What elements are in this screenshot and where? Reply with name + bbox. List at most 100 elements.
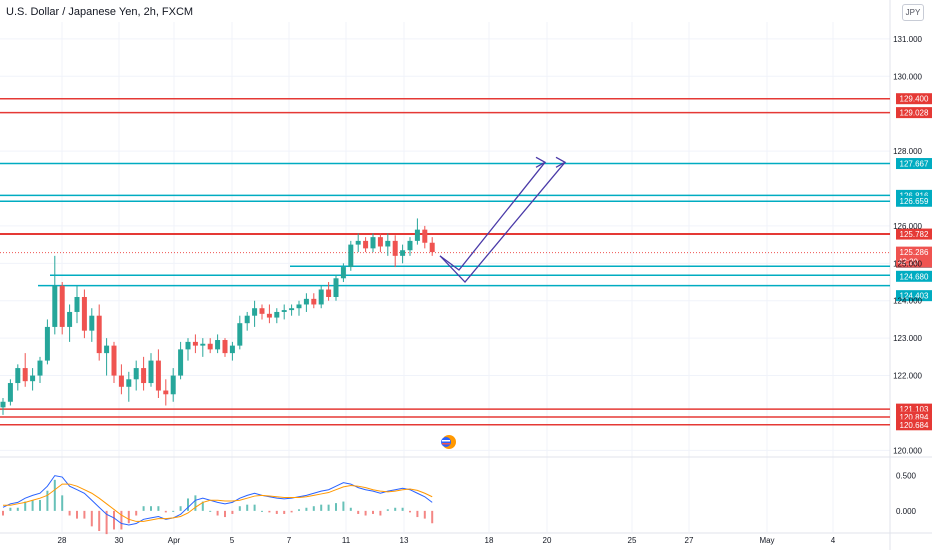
time-tick-label: 5	[230, 536, 235, 545]
candle-body	[370, 237, 376, 249]
candle-body	[363, 240, 369, 249]
candle-body	[96, 315, 102, 354]
price-tick-label: 125.000	[893, 259, 922, 268]
histogram-bar	[179, 506, 182, 511]
candle-body	[229, 345, 235, 354]
candle-body	[303, 298, 309, 305]
time-tick-label: 7	[287, 536, 292, 545]
histogram-bar	[150, 506, 152, 511]
price-tick-label: 120.000	[893, 446, 922, 455]
level-price-label-bg	[896, 419, 932, 431]
candle-body	[59, 285, 65, 327]
candle-body	[244, 315, 250, 324]
candle-body	[340, 267, 346, 279]
level-price-label: 124.680	[900, 272, 929, 281]
candle-body	[111, 345, 117, 376]
level-price-label: 121.103	[900, 405, 929, 414]
candle-body	[422, 229, 428, 243]
flag-icon-stripe	[442, 443, 450, 445]
candle-body	[259, 308, 265, 314]
candle-body	[170, 375, 176, 395]
candle-body	[200, 343, 206, 346]
candle-body	[348, 244, 354, 268]
candle-body	[74, 296, 80, 312]
level-price-label-bg	[896, 270, 932, 282]
time-tick-label: 30	[115, 536, 124, 545]
candle-body	[215, 340, 221, 350]
candle-body	[392, 240, 398, 256]
candle-body	[163, 390, 169, 395]
histogram-bar	[320, 504, 323, 511]
level-price-label: 124.403	[900, 292, 929, 301]
currency-button[interactable]: JPY	[902, 4, 924, 21]
histogram-bar	[327, 504, 330, 511]
histogram-bar	[416, 510, 419, 518]
level-price-label: 129.400	[900, 95, 929, 104]
level-price-label-bg	[896, 290, 932, 302]
candle-body	[118, 375, 124, 387]
candle-body	[274, 311, 280, 318]
candle-body	[192, 341, 198, 346]
histogram-bar	[209, 510, 212, 512]
level-price-label: 120.684	[900, 421, 929, 430]
current-price-label: 125.286	[900, 248, 929, 257]
histogram-bar	[401, 507, 404, 511]
price-tick-label: 128.000	[893, 147, 922, 156]
candle-body	[155, 360, 161, 391]
time-tick-label: 18	[485, 536, 494, 545]
candle-body	[44, 326, 50, 361]
flag-icon-stripe	[442, 440, 450, 442]
histogram-bar	[31, 500, 34, 511]
histogram-bar	[283, 510, 286, 514]
candle-body	[289, 308, 295, 311]
level-price-label-bg	[896, 93, 932, 105]
histogram-bar	[431, 510, 434, 524]
histogram-bar	[246, 504, 249, 511]
candle-body	[414, 229, 420, 241]
histogram-bar	[16, 507, 19, 511]
candle-body	[104, 345, 110, 354]
time-tick-label: 20	[543, 536, 552, 545]
candle-body	[81, 296, 87, 331]
time-axis[interactable]: 28 30 Apr 5 7 11 13 18 20 25 27 May 4	[58, 536, 836, 545]
time-tick-label: 4	[831, 536, 836, 545]
histogram-bar	[409, 510, 411, 513]
price-tick-label: 126.000	[893, 222, 922, 231]
histogram-bar	[305, 507, 308, 511]
price-axis[interactable]: 131.000 130.000 128.000 126.000 125.000 124.0…	[893, 35, 922, 516]
histogram-bar	[290, 510, 293, 513]
histogram-bar	[68, 510, 71, 516]
projection-path-inner	[439, 161, 546, 271]
candle-body	[318, 289, 324, 305]
histogram-bar	[216, 510, 219, 516]
histogram-bar	[357, 510, 360, 514]
oscillator-tick-label: 0.000	[896, 507, 917, 516]
macd-line	[2, 475, 433, 526]
level-price-label-bg	[896, 411, 932, 423]
level-price-label: 126.659	[900, 197, 929, 206]
candles	[0, 218, 435, 415]
time-tick-label: 27	[685, 536, 694, 545]
price-tick-label: 131.000	[893, 35, 922, 44]
flag-icon-fill	[441, 437, 451, 447]
histogram-bar	[2, 510, 4, 516]
histogram-bar	[379, 510, 382, 516]
histogram-bar	[9, 507, 12, 511]
candle-body	[266, 313, 272, 318]
histogram-bar	[201, 501, 204, 511]
histogram-bar	[164, 510, 167, 513]
histogram-bar	[83, 510, 86, 519]
candle-body	[126, 379, 132, 387]
histogram-bar	[268, 510, 271, 513]
level-price-label-bg	[896, 189, 932, 201]
candle-body	[133, 368, 139, 380]
level-price-label-bg	[896, 158, 932, 170]
histogram-bar	[157, 506, 160, 511]
time-tick-label: 11	[342, 536, 351, 545]
flag-icon[interactable]	[441, 435, 456, 449]
histogram-bar	[335, 503, 337, 511]
level-price-label: 127.667	[900, 160, 929, 169]
histogram-bar	[120, 510, 123, 530]
